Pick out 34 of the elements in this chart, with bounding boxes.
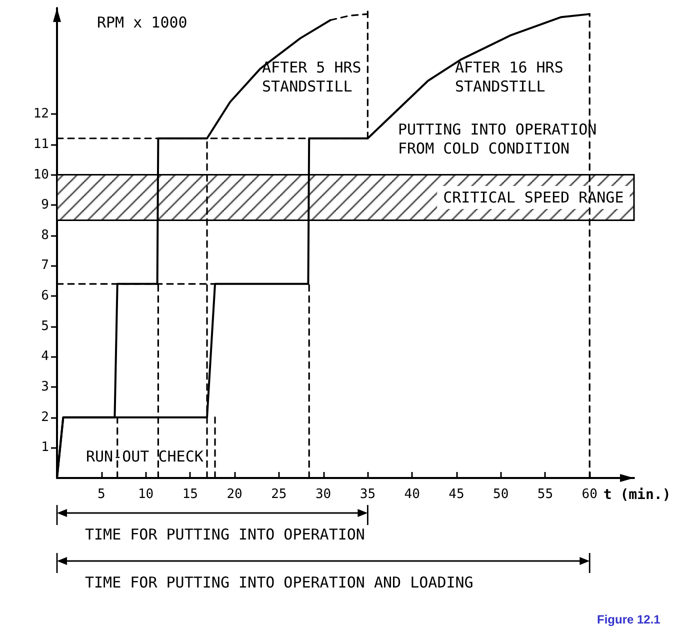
x-tick-label: 30 bbox=[315, 487, 332, 502]
text: TIME FOR PUTTING INTO OPERATION AND LOADING bbox=[85, 574, 474, 592]
x-tick-label: 25 bbox=[271, 487, 287, 502]
y-tick-label: 4 bbox=[41, 349, 50, 364]
annotation: PUTTING INTO OPERATION FROM COLD CONDITION bbox=[398, 120, 606, 158]
y-tick-label: 11 bbox=[33, 136, 49, 152]
x-tick-label: 15 bbox=[182, 487, 198, 502]
text: TIME FOR PUTTING INTO OPERATION bbox=[85, 526, 365, 544]
y-tick-label: 3 bbox=[41, 380, 49, 395]
series-label: AFTER 16 HRS STANDSTILL bbox=[455, 58, 572, 96]
y-tick-label: 10 bbox=[33, 167, 49, 182]
x-axis-title: t (min.) bbox=[603, 487, 671, 503]
x-tick-label: 55 bbox=[537, 487, 554, 502]
band-label: CRITICAL SPEED RANGE bbox=[443, 188, 624, 207]
y-tick-label: 9 bbox=[41, 198, 49, 213]
y-tick-label: 5 bbox=[41, 318, 49, 334]
series-label: AFTER 5 HRS STANDSTILL bbox=[262, 58, 370, 96]
y-axis-title: RPM x 1000 bbox=[97, 14, 188, 32]
y-tick-label: 1 bbox=[41, 440, 49, 456]
x-tick-label: 45 bbox=[448, 487, 464, 502]
x-tick-label: 20 bbox=[226, 487, 242, 502]
x-tick-label: 10 bbox=[138, 487, 154, 502]
y-tick-label: 2 bbox=[41, 410, 49, 425]
y-tick-label: 7 bbox=[41, 258, 49, 274]
x-tick-label: 40 bbox=[404, 487, 420, 502]
annotation: RUN-OUT CHECK bbox=[86, 448, 204, 466]
x-tick-label: 35 bbox=[360, 487, 376, 502]
x-tick-label: 60 bbox=[582, 487, 598, 502]
y-tick-label: 6 bbox=[41, 288, 49, 304]
y-tick-label: 8 bbox=[41, 228, 49, 243]
x-tick-label: 50 bbox=[493, 487, 509, 502]
y-tick-label: 12 bbox=[33, 106, 49, 122]
x-tick-label: 5 bbox=[97, 487, 106, 502]
caption: Figure 12.1 bbox=[597, 612, 661, 626]
